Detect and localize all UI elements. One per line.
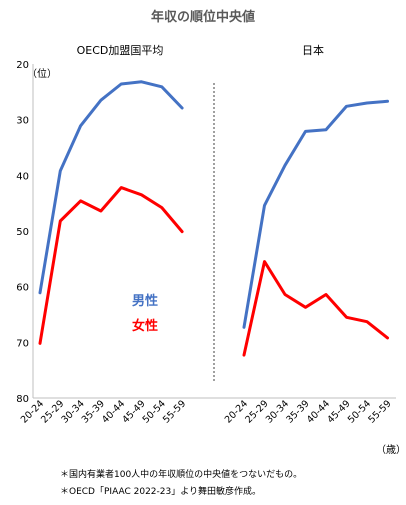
female-series-line-panel-1 [38,186,184,345]
y-unit-label: （位） [27,67,57,80]
x-tick-labels: 20-2425-2930-3435-3940-4445-4950-5455-59… [19,398,394,425]
footnote-1: ＊国内有業者100人中の年収順位の中央値をつないだもの。 [60,468,302,480]
y-tick-label: 80 [16,394,29,405]
y-tick-label: 50 [16,227,29,238]
x-tick-label: 55-59 [366,398,393,425]
panel-title-japan: 日本 [302,43,324,57]
x-unit-label: （歳） [376,444,406,456]
male-series-line-panel-1 [38,80,184,295]
series-layer [38,80,389,357]
male-series-line-panel-2 [242,99,389,329]
footnote-2: ＊OECD「PIAAC 2022-23」より舞田敏彦作成。 [60,485,261,497]
chart-title: 年収の順位中央値 [151,9,255,25]
x-tick-label: 55-59 [161,398,188,425]
y-tick-labels: 20 30 40 50 60 70 80 [16,60,29,405]
y-tick-label: 70 [16,338,29,349]
y-tick-label: 20 [16,60,29,71]
legend-male: 男性 [132,293,158,309]
female-series-line-panel-2 [242,260,389,357]
panel-title-oecd: OECD加盟国平均 [77,44,164,57]
legend-female: 女性 [132,318,158,334]
y-tick-label: 30 [16,116,29,127]
y-tick-label: 60 [16,283,29,294]
y-tick-label: 40 [16,171,29,182]
